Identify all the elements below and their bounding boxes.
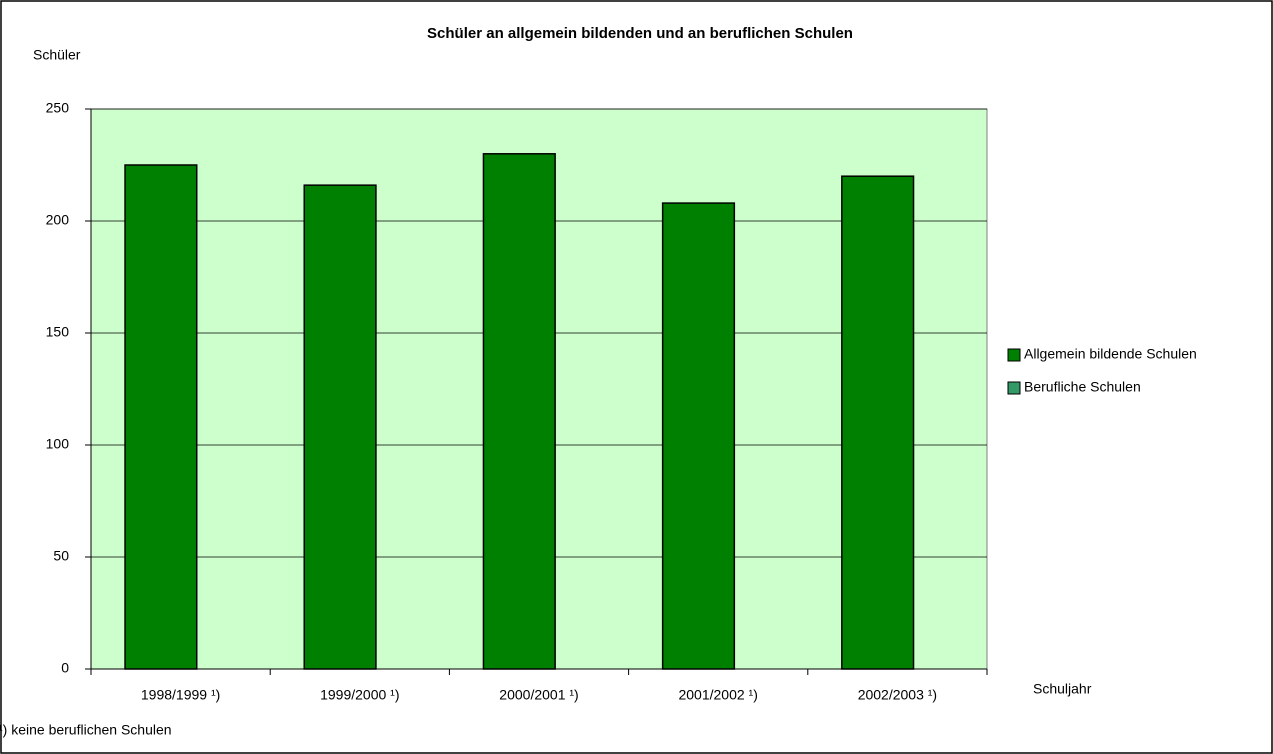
bar [661,202,736,670]
y-tick-label: 50 [53,548,69,564]
y-tick-label: 150 [46,324,70,340]
bar [303,184,377,670]
y-tick-label: 100 [46,436,70,452]
x-tick-label: 2000/2001 ¹) [499,687,578,703]
x-tick-label: 2001/2002 ¹) [678,687,757,703]
legend-label: Berufliche Schulen [1024,379,1141,395]
legend-swatch [1007,381,1021,395]
y-tick-label: 0 [61,660,69,676]
legend-swatch [1007,348,1021,362]
x-axis-label: Schuljahr [1033,681,1092,697]
x-tick-label: 1999/2000 ¹) [320,687,399,703]
footnote: ¹) keine beruflichen Schulen [0,722,172,738]
bar [482,153,556,670]
y-tick-label: 200 [46,212,70,228]
chart-title: Schüler an allgemein bildenden und an be… [427,25,853,42]
x-tick-label: 2002/2003 ¹) [858,687,937,703]
y-axis-label: Schüler [33,47,81,63]
y-tick-label: 250 [46,100,70,116]
bar [124,164,198,670]
legend-label: Allgemein bildende Schulen [1024,346,1197,362]
x-tick-label: 1998/1999 ¹) [141,687,220,703]
bar [841,175,915,670]
